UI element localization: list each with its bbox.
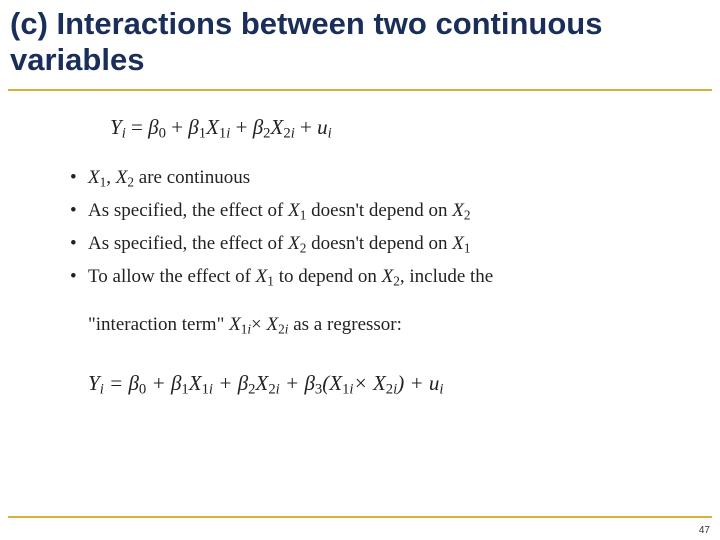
var: X bbox=[116, 167, 128, 188]
var: X bbox=[88, 167, 100, 188]
var: X bbox=[452, 233, 464, 254]
list-item: As specified, the effect of X2 doesn't d… bbox=[70, 229, 660, 259]
bullet-text: , bbox=[106, 167, 116, 188]
bullet-text: are continuous bbox=[134, 167, 250, 188]
sub: 2 bbox=[393, 273, 400, 288]
bullet-text: As specified, the effect of bbox=[88, 200, 288, 221]
var: X bbox=[229, 314, 241, 335]
list-item: To allow the effect of X1 to depend on X… bbox=[70, 262, 660, 292]
bullet-text: To allow the effect of bbox=[88, 266, 256, 287]
page-number: 47 bbox=[699, 525, 710, 536]
sub: 2 bbox=[464, 207, 471, 222]
list-item: As specified, the effect of X1 doesn't d… bbox=[70, 196, 660, 226]
equation-bottom: Yi = β0 + β1X1i + β2X2i + β3(X1i× X2i) +… bbox=[88, 371, 660, 399]
bullet-text: As specified, the effect of bbox=[88, 233, 288, 254]
var: X bbox=[267, 314, 279, 335]
var: X bbox=[288, 200, 300, 221]
equation-top: Yi = β0 + β1X1i + β2X2i + ui bbox=[110, 115, 660, 143]
bullet-text: , include the bbox=[400, 266, 493, 287]
footer-underline bbox=[8, 516, 712, 518]
var: X bbox=[382, 266, 394, 287]
sub: 1 bbox=[464, 240, 471, 255]
content-area: Yi = β0 + β1X1i + β2X2i + ui X1, X2 are … bbox=[0, 91, 720, 398]
var: X bbox=[288, 233, 300, 254]
var: X bbox=[256, 266, 268, 287]
bullet-text: to depend on bbox=[274, 266, 382, 287]
bullet-text: doesn't depend on bbox=[306, 233, 452, 254]
bullet-text: doesn't depend on bbox=[306, 200, 452, 221]
bullet-list: X1, X2 are continuous As specified, the … bbox=[70, 163, 660, 292]
title-block: (c) Interactions between two continuous … bbox=[0, 0, 720, 85]
text: as a regressor: bbox=[288, 314, 401, 335]
sub: 2 bbox=[278, 321, 285, 336]
slide-title: (c) Interactions between two continuous … bbox=[10, 6, 710, 77]
sub: 1 bbox=[267, 273, 274, 288]
var: X bbox=[452, 200, 464, 221]
list-item: X1, X2 are continuous bbox=[70, 163, 660, 193]
text: "interaction term" bbox=[88, 314, 229, 335]
continuation-line: "interaction term" X1i× X2i as a regress… bbox=[70, 309, 660, 341]
times-symbol: × bbox=[251, 314, 262, 335]
